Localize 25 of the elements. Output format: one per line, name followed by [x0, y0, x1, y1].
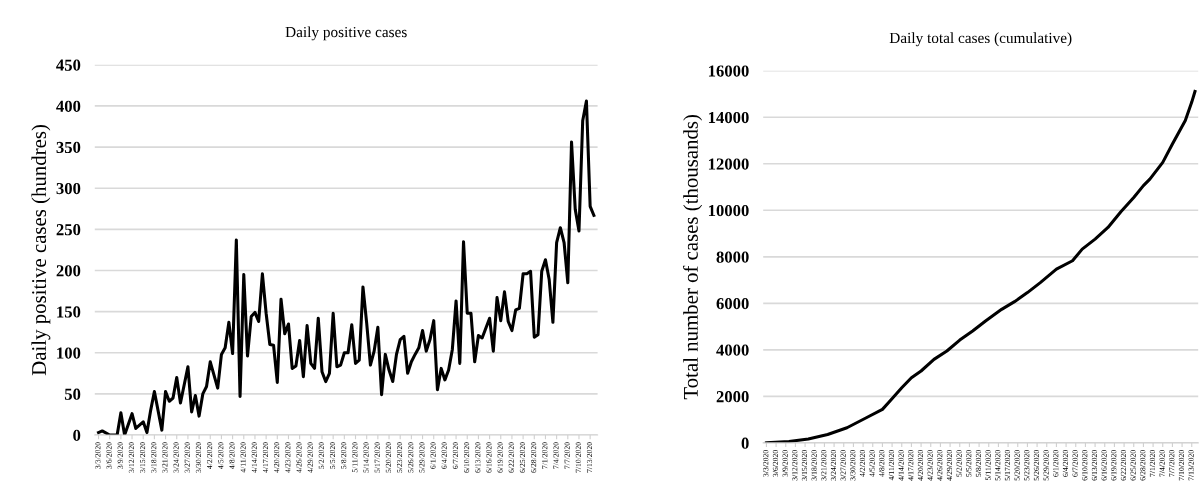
chart-title: Daily total cases (cumulative) [889, 32, 1072, 47]
y-axis-title: Total number of cases (thousands) [682, 114, 703, 400]
line-series [96, 99, 596, 436]
line-series [764, 89, 1197, 443]
y-tick-label: 4000 [716, 344, 749, 356]
y-tick-label: 400 [56, 100, 81, 112]
y-tick-label: 300 [56, 182, 81, 195]
y-tick-label: 150 [57, 306, 81, 318]
y-tick-label: 450 [56, 59, 81, 71]
y-tick-label: 250 [56, 224, 81, 236]
y-tick-label: 2000 [716, 391, 749, 403]
y-tick-label: 10000 [708, 204, 749, 217]
chart-title: Daily positive cases [285, 26, 407, 41]
y-tick-label: 6000 [716, 298, 749, 310]
y-tick-label: 16000 [708, 65, 749, 77]
y-tick-label: 50 [64, 388, 81, 400]
y-tick-label: 14000 [708, 111, 749, 124]
y-tick-label: 8000 [716, 251, 749, 263]
y-axis-title: Daily positive cases (hundres) [31, 125, 51, 376]
y-tick-label: 200 [56, 265, 81, 277]
y-tick-label: 12000 [708, 158, 749, 170]
y-tick-label: 100 [57, 347, 81, 359]
y-tick-label: 350 [56, 141, 81, 154]
y-tick-label: 0 [741, 437, 749, 449]
y-tick-label: 0 [73, 429, 81, 441]
